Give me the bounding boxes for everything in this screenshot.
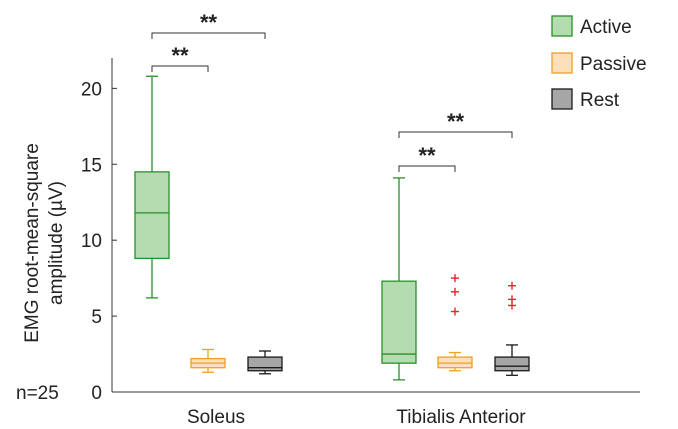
box-series <box>134 75 530 381</box>
legend-item-active: Active <box>551 15 632 38</box>
outlier-marker <box>508 281 516 290</box>
legend: Active Passive Rest <box>551 15 647 111</box>
outlier-marker <box>508 295 516 304</box>
significance-label: ** <box>418 143 436 168</box>
significance-bracket-2: ** <box>398 143 456 172</box>
y-axis-label-line1: EMG root-mean-square <box>22 143 43 343</box>
y-tick-label-5: 5 <box>91 307 102 328</box>
box-active-1 <box>381 177 417 381</box>
sample-size-label: n=25 <box>16 383 59 404</box>
box-iqr <box>134 171 170 260</box>
axis-labels: EMG root-mean-square amplitude (µV) n=25… <box>16 143 526 428</box>
outlier-marker <box>451 287 459 296</box>
box-passive-0 <box>190 348 226 373</box>
significance-brackets: ** ** ** ** <box>151 10 513 172</box>
legend-label: Passive <box>580 54 647 75</box>
outlier-marker <box>451 307 459 316</box>
box-iqr <box>247 356 283 372</box>
legend-label: Active <box>580 17 632 38</box>
axes: 0 5 10 15 20 <box>81 58 640 404</box>
legend-item-passive: Passive <box>551 52 647 75</box>
significance-label: ** <box>200 10 218 35</box>
y-tick-label-15: 15 <box>81 155 102 176</box>
significance-bracket-3: ** <box>398 109 513 138</box>
significance-bracket-0: ** <box>151 43 209 72</box>
legend-swatch <box>551 52 573 74</box>
significance-label: ** <box>171 43 189 68</box>
significance-label: ** <box>447 109 465 134</box>
category-label-tibialis-anterior: Tibialis Anterior <box>396 407 526 428</box>
bracket-line <box>398 165 456 172</box>
box-passive-1 <box>437 274 473 372</box>
legend-swatch <box>551 15 573 37</box>
bracket-line <box>398 131 513 138</box>
y-tick-label-0: 0 <box>91 383 102 404</box>
bracket-line <box>151 65 209 72</box>
legend-swatch <box>551 88 573 110</box>
box-rest-1 <box>494 281 530 376</box>
legend-item-rest: Rest <box>551 88 620 111</box>
y-tick-label-10: 10 <box>81 231 102 252</box>
box-iqr <box>494 356 530 372</box>
bracket-line <box>151 32 266 39</box>
y-axis-label-line2: amplitude (µV) <box>46 181 67 305</box>
y-tick-label-20: 20 <box>81 79 102 100</box>
box-iqr <box>437 356 473 369</box>
significance-bracket-1: ** <box>151 10 266 39</box>
legend-label: Rest <box>580 90 620 111</box>
box-rest-0 <box>247 350 283 375</box>
outlier-marker <box>451 274 459 283</box>
box-iqr <box>381 280 417 364</box>
box-active-0 <box>134 75 170 299</box>
category-label-soleus: Soleus <box>187 407 245 428</box>
